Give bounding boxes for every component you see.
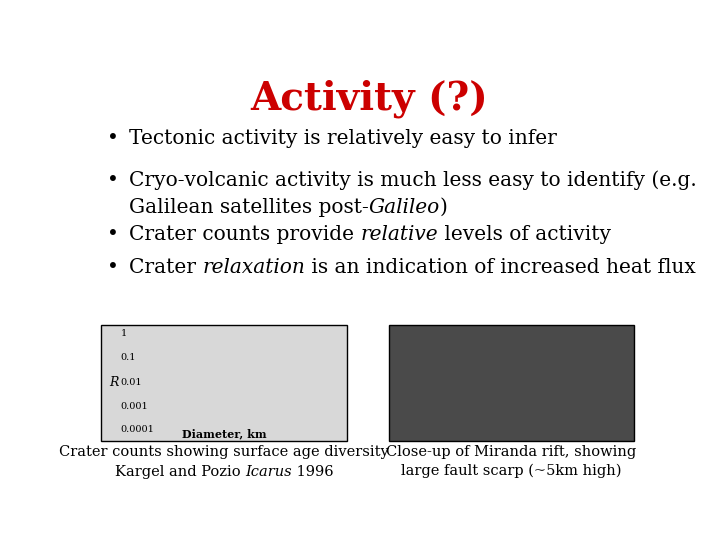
Text: Tectonic activity is relatively easy to infer: Tectonic activity is relatively easy to … <box>129 129 557 149</box>
Bar <box>389 325 634 441</box>
Text: Kargel and Pozio: Kargel and Pozio <box>114 465 245 479</box>
Text: Activity (?): Activity (?) <box>250 79 488 118</box>
Text: relative: relative <box>361 225 438 244</box>
Text: ): ) <box>440 198 448 217</box>
Text: •: • <box>107 171 119 190</box>
Text: Galilean satellites post-: Galilean satellites post- <box>129 198 369 217</box>
Text: Galileo: Galileo <box>369 198 440 217</box>
Text: Crater: Crater <box>129 258 202 277</box>
Text: 1: 1 <box>121 329 127 339</box>
Text: Icarus: Icarus <box>245 465 292 479</box>
Text: •: • <box>107 129 119 149</box>
Text: is an indication of increased heat flux: is an indication of increased heat flux <box>305 258 696 277</box>
Text: Cryo-volcanic activity is much less easy to identify (e.g.: Cryo-volcanic activity is much less easy… <box>129 171 697 191</box>
Text: Crater counts showing surface age diversity: Crater counts showing surface age divers… <box>59 446 389 459</box>
Text: R: R <box>109 376 119 389</box>
Text: Diameter, km: Diameter, km <box>181 428 266 439</box>
Text: Close-up of Miranda rift, showing
large fault scarp (~5km high): Close-up of Miranda rift, showing large … <box>386 446 636 478</box>
Text: Crater counts provide: Crater counts provide <box>129 225 361 244</box>
Text: 0.001: 0.001 <box>121 402 148 411</box>
Text: •: • <box>107 258 119 277</box>
Text: 1996: 1996 <box>292 465 333 479</box>
Text: relaxation: relaxation <box>202 258 305 277</box>
Bar <box>101 325 347 441</box>
Text: 0.1: 0.1 <box>121 353 136 362</box>
Text: 0.01: 0.01 <box>121 379 143 387</box>
Text: •: • <box>107 225 119 244</box>
Text: 0.0001: 0.0001 <box>121 425 155 434</box>
Text: levels of activity: levels of activity <box>438 225 611 244</box>
